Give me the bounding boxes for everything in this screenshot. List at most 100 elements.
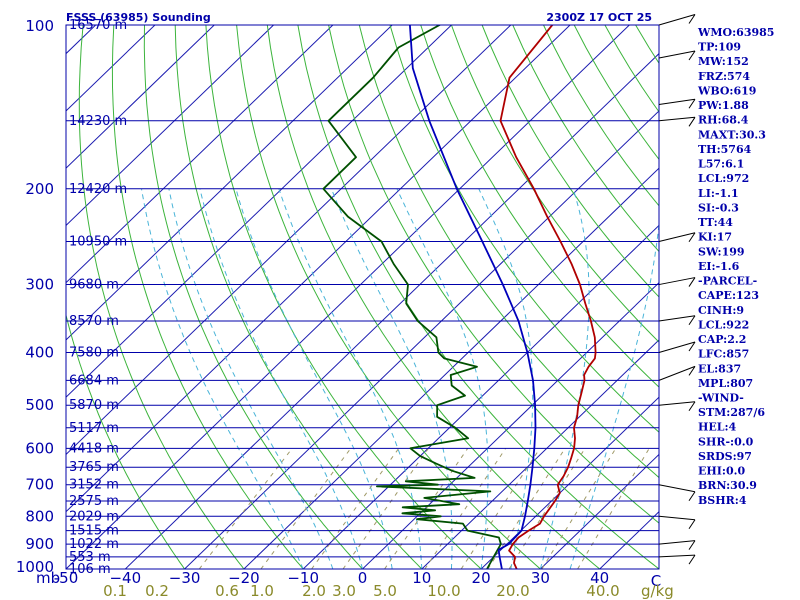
sounding-index: MPL:807 bbox=[698, 377, 753, 390]
isotherm-line bbox=[421, 339, 659, 569]
sounding-index: BRN:30.9 bbox=[698, 479, 757, 492]
mixing-ratio-tick-label: 3.0 bbox=[332, 582, 356, 600]
chart-title: FSSS (63985) Sounding bbox=[66, 11, 211, 24]
pressure-tick-label: 700 bbox=[25, 476, 54, 494]
wind-barb-shaft bbox=[658, 232, 696, 242]
moist-adiabat-line bbox=[330, 188, 453, 569]
wind-barb-shaft bbox=[658, 554, 696, 558]
wind-barb-shaft bbox=[658, 484, 696, 493]
sounding-index: -WIND- bbox=[698, 392, 744, 405]
mixing-ratio-unit-label: g/kg bbox=[641, 582, 674, 600]
plot-frame bbox=[65, 24, 660, 570]
isotherm-line bbox=[480, 396, 659, 569]
temperature-tick-label: -50 bbox=[54, 569, 79, 587]
sounding-index: CINH:9 bbox=[698, 304, 744, 317]
sounding-index: -PARCEL- bbox=[698, 275, 757, 288]
mixing-ratio-line bbox=[577, 448, 650, 569]
wind-barb-shaft bbox=[658, 401, 696, 406]
temperature-tick-label: 20 bbox=[472, 569, 491, 587]
isotherm-line bbox=[302, 224, 659, 569]
sounding-index: LCL:972 bbox=[698, 172, 749, 185]
sounding-index: TT:44 bbox=[698, 216, 733, 229]
isotherm-line bbox=[66, 25, 334, 284]
sounding-index: SI:-0.3 bbox=[698, 201, 739, 214]
isotherm-line bbox=[540, 453, 659, 569]
sounding-index: MAXT:30.3 bbox=[698, 128, 766, 141]
isotherm-line bbox=[66, 25, 630, 569]
mixing-ratio-tick-label: 20.0 bbox=[496, 582, 529, 600]
sounding-index: BSHR:4 bbox=[698, 494, 747, 507]
isotherm-line bbox=[66, 25, 452, 398]
dewpoint-profile bbox=[322, 25, 502, 569]
mixing-ratio-tick-label: 2.0 bbox=[302, 582, 326, 600]
mixing-ratio-line bbox=[424, 448, 507, 569]
wind-barb-flag bbox=[688, 519, 696, 530]
wind-barb-flag bbox=[688, 50, 696, 61]
height-label: 553 m bbox=[69, 550, 111, 565]
wind-barb-shaft bbox=[658, 515, 696, 521]
height-label: 10950 m bbox=[69, 234, 127, 249]
sounding-index: EHI:0.0 bbox=[698, 465, 745, 478]
isotherm-line bbox=[66, 25, 215, 169]
isotherm-line bbox=[66, 25, 512, 456]
sounding-index: WMO:63985 bbox=[697, 26, 774, 39]
mixing-ratio-line bbox=[541, 448, 617, 569]
mixing-ratio-line bbox=[260, 448, 352, 569]
wind-barb-flag bbox=[688, 98, 696, 109]
pressure-tick-label: 200 bbox=[25, 180, 54, 198]
temperature-tick-label: −20 bbox=[228, 569, 260, 587]
height-label: 106 m bbox=[69, 562, 111, 577]
height-label: 3152 m bbox=[69, 478, 119, 493]
sounding-index: SW:199 bbox=[698, 245, 745, 258]
dry-adiabat-line bbox=[573, 25, 659, 161]
isotherm-line bbox=[66, 25, 274, 227]
wind-barb-shaft bbox=[658, 540, 696, 545]
mixing-ratio-tick-label: 1.0 bbox=[250, 582, 274, 600]
mixing-ratio-line bbox=[342, 448, 429, 569]
dry-adiabat-line bbox=[143, 25, 363, 569]
temperature-tick-label: 30 bbox=[531, 569, 550, 587]
wind-barb-shaft bbox=[658, 365, 696, 381]
temperature-tick-label: −40 bbox=[109, 569, 141, 587]
pressure-tick-label: 800 bbox=[25, 507, 54, 525]
height-label: 12420 m bbox=[69, 182, 127, 197]
wind-barb-shaft bbox=[658, 50, 696, 59]
wind-barb-flag bbox=[688, 277, 696, 287]
wind-barb-shaft bbox=[658, 341, 696, 354]
height-label: 1515 m bbox=[69, 524, 119, 539]
height-label: 2575 m bbox=[69, 494, 119, 509]
sounding-index: KI:17 bbox=[698, 231, 732, 244]
wind-barb-flag bbox=[688, 540, 696, 550]
height-label: 5117 m bbox=[69, 421, 119, 436]
height-label: 2029 m bbox=[69, 509, 119, 524]
wind-barb-shaft bbox=[658, 14, 696, 26]
dry-adiabat-line bbox=[266, 25, 601, 569]
sounding-index: MW:152 bbox=[698, 55, 749, 68]
pressure-tick-label: 900 bbox=[25, 535, 54, 553]
wind-barb-flag bbox=[688, 554, 696, 565]
pressure-tick-label: 600 bbox=[25, 439, 54, 457]
sounding-index: CAP:2.2 bbox=[698, 333, 746, 346]
isotherm-line bbox=[66, 25, 571, 513]
wind-barb-shaft bbox=[658, 315, 696, 322]
height-label: 5870 m bbox=[69, 398, 119, 413]
sounding-index: LFC:857 bbox=[698, 348, 749, 361]
height-label: 6684 m bbox=[69, 373, 119, 388]
moist-adiabat-line bbox=[199, 188, 363, 569]
mixing-ratio-line bbox=[311, 448, 400, 569]
pressure-tick-label: 400 bbox=[25, 344, 54, 362]
height-label: 4418 m bbox=[69, 441, 119, 456]
wind-barb-flag bbox=[688, 14, 696, 24]
wind-barb-shaft bbox=[658, 116, 696, 122]
isotherm-line bbox=[184, 110, 659, 569]
isotherm-line bbox=[243, 167, 659, 569]
mixing-ratio-line bbox=[508, 448, 586, 569]
sounding-index: EL:837 bbox=[698, 362, 741, 375]
height-label: 8570 m bbox=[69, 314, 119, 329]
sounding-index: TP:109 bbox=[698, 41, 741, 54]
temperature-tick-label: 0 bbox=[358, 569, 368, 587]
sounding-index: LI:-1.1 bbox=[698, 187, 739, 200]
height-label: 1022 m bbox=[69, 537, 119, 552]
wind-barb-shaft bbox=[658, 277, 696, 286]
